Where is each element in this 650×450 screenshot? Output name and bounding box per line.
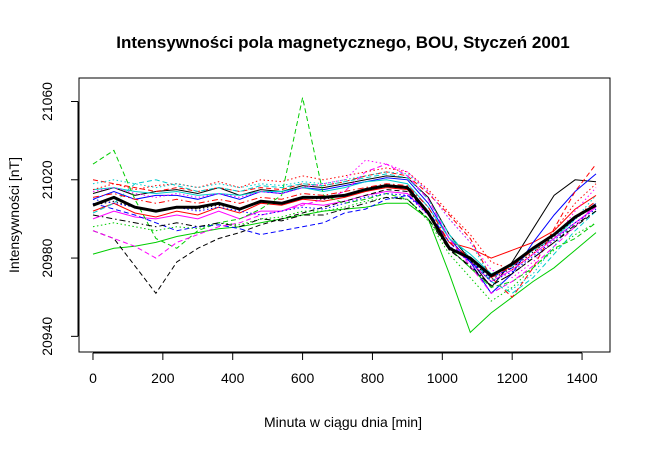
series-line-15 bbox=[92, 196, 597, 302]
x-tick-label: 800 bbox=[361, 370, 385, 386]
plot-frame bbox=[78, 77, 611, 353]
series-line-17 bbox=[92, 171, 597, 290]
x-tick-label: 1400 bbox=[566, 370, 597, 386]
series-line-5 bbox=[92, 179, 597, 275]
y-tick-label: 21060 bbox=[39, 82, 55, 121]
y-axis: 20940 20980 21020 21060 bbox=[39, 82, 79, 356]
x-tick-label: 1200 bbox=[497, 370, 528, 386]
series-line-10 bbox=[92, 194, 597, 279]
series-line-19 bbox=[92, 196, 597, 287]
x-tick-label: 1000 bbox=[427, 370, 458, 386]
y-axis-label: Intensywności [nT] bbox=[6, 157, 22, 273]
chart-title: Intensywności pola magnetycznego, BOU, S… bbox=[116, 33, 569, 52]
series-line-13 bbox=[92, 185, 597, 281]
series-line-1 bbox=[92, 175, 597, 289]
series-line-20 bbox=[92, 183, 597, 279]
x-axis: 0 200 400 600 800 1000 1200 1400 bbox=[89, 352, 598, 386]
series-line-8 bbox=[92, 163, 597, 298]
mean-line bbox=[92, 184, 597, 278]
series-line-14 bbox=[92, 167, 597, 271]
plot-area bbox=[92, 97, 597, 334]
y-tick-label: 20980 bbox=[39, 238, 55, 277]
x-tick-label: 0 bbox=[89, 370, 97, 386]
series-line-2 bbox=[92, 187, 597, 259]
series-line-7 bbox=[92, 189, 597, 295]
x-tick-label: 600 bbox=[291, 370, 315, 386]
series-line-11 bbox=[92, 173, 597, 294]
x-tick-label: 400 bbox=[221, 370, 245, 386]
series-line-18 bbox=[92, 159, 597, 279]
series-line-12 bbox=[92, 163, 597, 294]
y-tick-label: 21020 bbox=[39, 160, 55, 199]
y-tick-label: 20940 bbox=[39, 317, 55, 356]
x-tick-label: 200 bbox=[151, 370, 175, 386]
x-axis-label: Minuta w ciągu dnia [min] bbox=[264, 414, 422, 430]
